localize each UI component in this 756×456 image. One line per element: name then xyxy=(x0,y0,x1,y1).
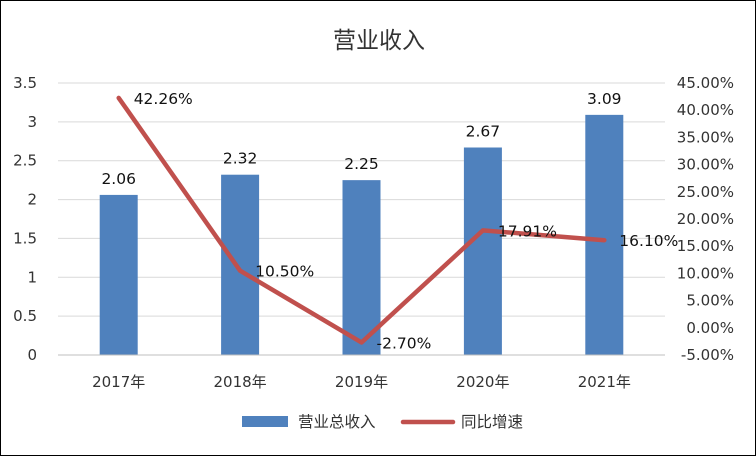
y-left-tick-label: 3 xyxy=(27,113,37,131)
x-tick-label: 2017年 xyxy=(92,373,145,391)
y-left-tick-label: 2.5 xyxy=(13,152,37,170)
bar xyxy=(585,114,624,355)
y-right-tick-label: 45.00% xyxy=(677,74,734,92)
y-left-tick-label: 1 xyxy=(27,268,37,286)
y-right-tick-label: 10.00% xyxy=(677,264,734,282)
y-right-tick-label: -5.00% xyxy=(681,346,734,364)
bar xyxy=(99,194,138,355)
x-tick-label: 2021年 xyxy=(578,373,631,391)
y-right-tick-label: 25.00% xyxy=(677,183,734,201)
bar xyxy=(463,147,502,355)
x-tick-label: 2019年 xyxy=(335,373,388,391)
line-data-label: 42.26% xyxy=(134,90,193,108)
y-left-tick-label: 0 xyxy=(27,346,37,364)
bar xyxy=(221,174,260,355)
y-right-tick-label: 15.00% xyxy=(677,237,734,255)
y-right-tick-label: 30.00% xyxy=(677,156,734,174)
bar-data-label: 3.09 xyxy=(587,90,622,108)
bar-data-label: 2.06 xyxy=(101,170,136,188)
bar xyxy=(342,180,381,355)
y-right-tick-label: 20.00% xyxy=(677,210,734,228)
chart-title: 营业收入 xyxy=(333,28,425,54)
line-data-label: 10.50% xyxy=(255,263,314,281)
bar-data-label: 2.32 xyxy=(223,150,258,168)
y-left-tick-label: 1.5 xyxy=(13,229,37,247)
line-data-label: -2.70% xyxy=(377,334,432,352)
y-right-tick-label: 40.00% xyxy=(677,101,734,119)
legend-label-revenue: 营业总收入 xyxy=(298,413,376,431)
y-right-tick-label: 5.00% xyxy=(686,292,734,310)
x-tick-label: 2020年 xyxy=(456,373,509,391)
growth-line xyxy=(116,95,607,345)
legend-swatch-revenue xyxy=(242,416,288,427)
y-right-tick-label: 0.00% xyxy=(686,319,734,337)
y-left-tick-label: 2 xyxy=(27,191,37,209)
y-left-tick-label: 3.5 xyxy=(13,74,37,92)
y-right-tick-label: 35.00% xyxy=(677,128,734,146)
y-left-tick-label: 0.5 xyxy=(13,307,37,325)
line-data-label: 17.91% xyxy=(498,222,557,240)
bar-data-label: 2.25 xyxy=(344,155,379,173)
line-data-label: 16.10% xyxy=(619,232,678,250)
bar-data-label: 2.67 xyxy=(466,123,501,141)
x-tick-label: 2018年 xyxy=(214,373,267,391)
legend-label-growth: 同比增速 xyxy=(461,413,523,431)
